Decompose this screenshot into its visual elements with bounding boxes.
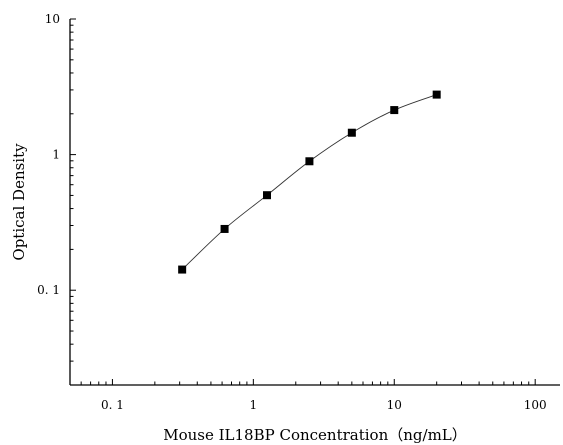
x-axis-ticks — [69, 379, 536, 385]
y-tick-labels: 0. 1 1 10 — [37, 12, 60, 297]
x-tick-label: 100 — [524, 398, 547, 412]
y-axis-title: Optical Density — [10, 143, 28, 261]
data-points — [178, 90, 441, 274]
data-point — [178, 265, 187, 274]
data-point — [432, 90, 441, 99]
data-point — [390, 106, 399, 115]
x-tick-labels: 0. 1 1 10 100 — [101, 398, 547, 412]
x-tick-label: 10 — [387, 398, 402, 412]
y-tick-label: 1 — [52, 148, 60, 162]
y-axis-ticks — [70, 18, 76, 386]
data-point — [220, 224, 229, 233]
x-tick-label: 1 — [250, 398, 258, 412]
y-tick-label: 0. 1 — [37, 283, 60, 297]
y-tick-label: 10 — [45, 12, 60, 26]
x-axis-title: Mouse IL18BP Concentration（ng/mL） — [163, 426, 467, 444]
fit-curve — [181, 94, 437, 270]
data-point — [347, 128, 356, 137]
axes — [69, 19, 560, 386]
data-point — [262, 191, 271, 200]
data-point — [305, 157, 314, 166]
x-tick-label: 0. 1 — [101, 398, 124, 412]
